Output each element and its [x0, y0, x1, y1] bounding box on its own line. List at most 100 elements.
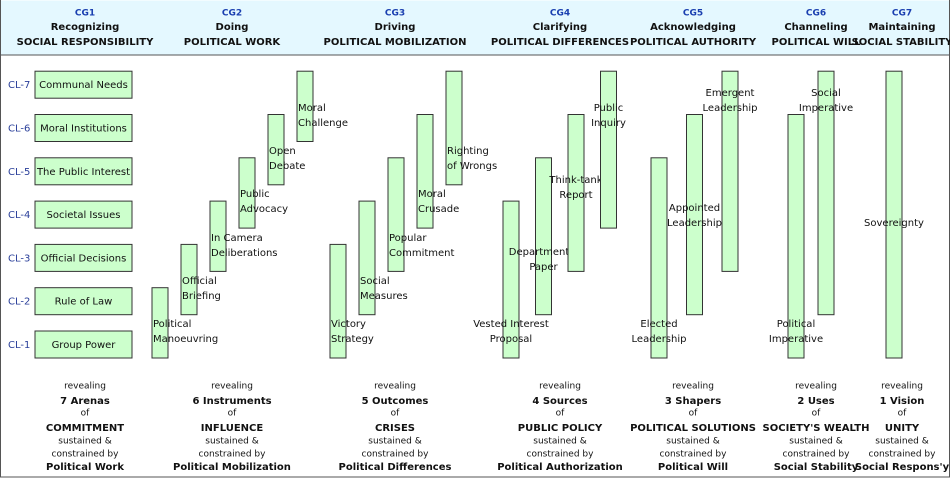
- column-verb: Clarifying: [533, 22, 587, 33]
- level-bar: [180, 243, 198, 316]
- footer-noun: CRISES: [375, 423, 415, 434]
- bar-label: Emergent: [706, 88, 755, 99]
- footer-count: 5 Outcomes: [362, 396, 429, 407]
- level-bar: [387, 157, 405, 272]
- bar-label: Public: [594, 103, 624, 114]
- level-bar: [416, 114, 434, 229]
- bar-label: Moral: [298, 103, 326, 114]
- bar-label: Inquiry: [591, 118, 626, 129]
- bar-label: Political: [153, 319, 191, 330]
- arena-label: Moral Institutions: [40, 124, 127, 135]
- level-bar: [502, 200, 520, 359]
- bar-label: Proposal: [490, 334, 532, 345]
- level-label: CL-5: [8, 167, 30, 178]
- footer-sustained: sustained &: [789, 437, 842, 447]
- level-bar: [787, 114, 805, 359]
- footer-by: Social Respons'y: [855, 462, 950, 473]
- bar-label: Open: [269, 146, 296, 157]
- level-label: CL-3: [8, 253, 30, 264]
- arena-box: [34, 287, 133, 316]
- column-object: POLITICAL MOBILIZATION: [324, 37, 467, 48]
- bar-label: Sovereignty: [864, 218, 924, 229]
- footer-constrained: constrained by: [783, 450, 851, 460]
- bar-label: Measures: [360, 291, 408, 302]
- level-label: CL-1: [8, 340, 30, 351]
- footer-revealing: revealing: [539, 382, 581, 392]
- bar-label: Social: [811, 88, 841, 99]
- arena-label: The Public Interest: [36, 167, 130, 178]
- arena-label: Communal Needs: [39, 80, 128, 91]
- footer-noun: SOCIETY'S WEALTH: [763, 423, 870, 434]
- level-label: CL-6: [8, 124, 30, 135]
- header-band: [0, 0, 950, 55]
- bar-label: Righting: [447, 146, 489, 157]
- footer-count: 4 Sources: [532, 396, 587, 407]
- footer-revealing: revealing: [211, 382, 253, 392]
- column-code: CG6: [806, 9, 826, 19]
- arena-label: Rule of Law: [55, 297, 113, 308]
- footer-count: 1 Vision: [880, 396, 925, 407]
- bar-label: Leadership: [667, 218, 722, 229]
- footer-of: of: [81, 409, 91, 419]
- column-object: POLITICAL WILL: [772, 37, 862, 48]
- level-bar: [296, 70, 314, 142]
- bar-label: Departmental: [509, 247, 578, 258]
- footer-noun: POLITICAL SOLUTIONS: [630, 423, 756, 434]
- bar-label: Social: [360, 276, 390, 287]
- level-bar: [600, 70, 617, 229]
- footer-constrained: constrained by: [52, 450, 120, 460]
- footer-of: of: [812, 409, 822, 419]
- arena-label: Societal Issues: [47, 210, 121, 221]
- column-object: SOCIAL STABILITY: [852, 37, 950, 48]
- bar-label: Crusade: [418, 204, 459, 215]
- bar-label: Victory: [331, 319, 366, 330]
- footer-of: of: [228, 409, 238, 419]
- column-object: POLITICAL WORK: [184, 37, 282, 48]
- footer-of: of: [556, 409, 566, 419]
- column-verb: Channeling: [784, 22, 847, 33]
- level-bar: [329, 243, 347, 359]
- bar-label: Imperative: [769, 334, 823, 345]
- arena-box: [34, 200, 133, 229]
- bar-label: Challenge: [298, 118, 348, 129]
- footer-of: of: [898, 409, 908, 419]
- level-bar: [267, 114, 285, 186]
- level-bar: [567, 114, 585, 272]
- footer-count: 2 Uses: [797, 396, 834, 407]
- footer-revealing: revealing: [64, 382, 106, 392]
- footer-sustained: sustained &: [875, 437, 928, 447]
- footer-of: of: [689, 409, 699, 419]
- footer-of: of: [391, 409, 401, 419]
- bar-label: Leadership: [703, 103, 758, 114]
- column-verb: Recognizing: [51, 22, 120, 33]
- footer-noun: INFLUENCE: [201, 423, 264, 434]
- footer-noun: PUBLIC POLICY: [518, 423, 603, 434]
- arena-label: Group Power: [52, 340, 117, 351]
- bar-label: Paper: [529, 262, 558, 273]
- footer-noun: UNITY: [885, 423, 920, 434]
- bar-label: Report: [559, 190, 592, 201]
- arena-box: [34, 157, 133, 186]
- footer-by: Political Mobilization: [173, 462, 291, 473]
- column-object: POLITICAL DIFFERENCES: [491, 37, 629, 48]
- bar-label: Political: [777, 319, 815, 330]
- bar-label: Manoeuvring: [153, 334, 218, 345]
- arena-box: [34, 70, 133, 99]
- footer-constrained: constrained by: [362, 450, 430, 460]
- level-bar: [445, 70, 463, 186]
- footer-sustained: sustained &: [368, 437, 421, 447]
- bar-label: Leadership: [632, 334, 687, 345]
- footer-sustained: sustained &: [58, 437, 111, 447]
- level-bar: [209, 200, 227, 272]
- footer-count: 6 Instruments: [192, 396, 271, 407]
- level-bar: [238, 157, 256, 229]
- level-bar: [817, 70, 835, 316]
- footer-sustained: sustained &: [666, 437, 719, 447]
- arena-label: Official Decisions: [41, 253, 127, 264]
- bar-label: Elected: [640, 319, 677, 330]
- column-code: CG1: [75, 9, 95, 19]
- level-bar: [650, 157, 668, 359]
- footer-constrained: constrained by: [527, 450, 595, 460]
- footer-revealing: revealing: [881, 382, 923, 392]
